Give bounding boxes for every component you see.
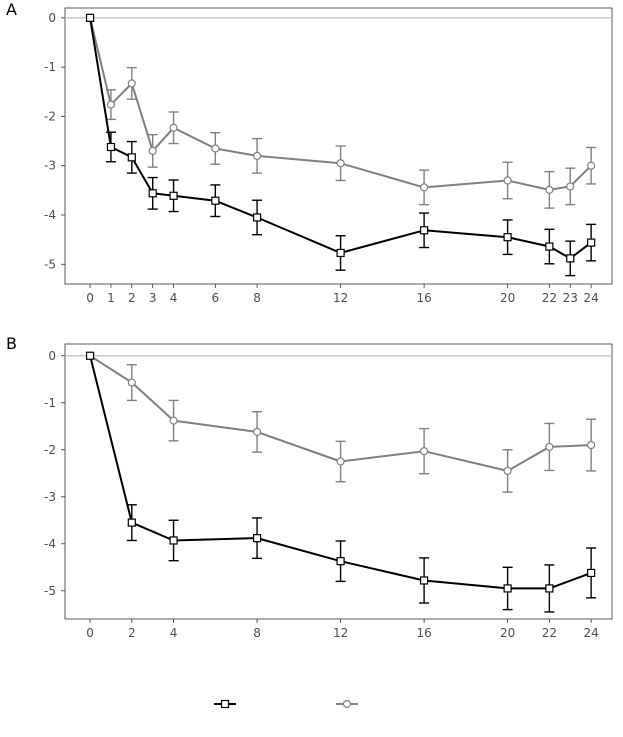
x-tick-label: 16 bbox=[416, 626, 431, 640]
data-point-circle bbox=[545, 442, 554, 452]
y-tick-label: -5 bbox=[44, 584, 56, 598]
data-point-square bbox=[419, 576, 429, 585]
x-tick-label: 8 bbox=[253, 291, 261, 305]
panel-a-frame bbox=[64, 7, 613, 285]
data-point-square bbox=[148, 189, 157, 198]
data-point-circle bbox=[127, 79, 136, 88]
panel-b-label: B bbox=[6, 334, 17, 353]
y-tick-label: -2 bbox=[44, 443, 56, 457]
data-point-square bbox=[566, 254, 575, 263]
panel-a-label: A bbox=[6, 0, 17, 19]
x-tick-label: 6 bbox=[212, 291, 220, 305]
data-point-circle bbox=[587, 161, 596, 170]
data-point-square bbox=[169, 191, 178, 200]
y-tick-label: -3 bbox=[44, 490, 56, 504]
y-tick-label: 0 bbox=[48, 349, 56, 363]
data-point-square bbox=[252, 213, 262, 222]
x-tick-label: 3 bbox=[149, 291, 157, 305]
data-point-circle bbox=[148, 146, 157, 156]
data-point-circle bbox=[503, 466, 512, 476]
y-tick-label: -2 bbox=[44, 109, 56, 123]
panel-a: A 0-1-2-3-4-50 1 2 3 4 6 8 12 16 20 22 23 24 bbox=[6, 0, 613, 305]
x-tick-label: 23 bbox=[563, 291, 578, 305]
data-point-square bbox=[252, 534, 262, 543]
y-tick-label: -4 bbox=[44, 537, 56, 551]
data-point-square bbox=[503, 584, 512, 593]
legend-item-series-2 bbox=[336, 699, 358, 709]
data-point-square bbox=[336, 248, 345, 258]
x-tick-label: 4 bbox=[170, 626, 178, 640]
data-point-square bbox=[169, 536, 178, 545]
data-point-circle bbox=[169, 123, 178, 132]
data-point-square bbox=[419, 226, 429, 235]
data-point-square bbox=[587, 238, 596, 247]
x-tick-label: 24 bbox=[583, 626, 598, 640]
y-tick-label: -1 bbox=[44, 60, 56, 74]
data-point-square bbox=[211, 196, 220, 205]
y-tick-label: -4 bbox=[44, 208, 56, 222]
x-tick-label: 22 bbox=[542, 626, 557, 640]
data-point-circle bbox=[419, 183, 429, 192]
data-point-circle bbox=[587, 440, 596, 450]
data-point-square bbox=[336, 557, 345, 566]
data-point-circle bbox=[503, 176, 512, 185]
y-tick-label: -1 bbox=[44, 396, 56, 410]
data-point-circle bbox=[545, 185, 554, 194]
panel-b-frame bbox=[64, 343, 613, 620]
legend-circle-marker bbox=[342, 699, 352, 709]
data-point-square bbox=[503, 233, 512, 242]
legend-item-series-1 bbox=[214, 699, 236, 709]
x-tick-label: 2 bbox=[128, 291, 136, 305]
x-tick-label: 4 bbox=[170, 291, 178, 305]
data-point-square bbox=[106, 142, 116, 152]
data-point-square bbox=[127, 153, 136, 162]
data-point-square bbox=[545, 584, 554, 593]
data-point-square bbox=[587, 568, 596, 578]
data-point-circle bbox=[419, 447, 429, 456]
data-point-circle bbox=[106, 100, 116, 109]
data-point-circle bbox=[127, 378, 136, 387]
y-tick-label: -3 bbox=[44, 159, 56, 173]
legend bbox=[214, 699, 358, 709]
data-point-circle bbox=[336, 159, 345, 168]
y-tick-label: 0 bbox=[48, 11, 56, 25]
x-tick-label: 0 bbox=[86, 626, 94, 640]
data-point-square bbox=[85, 351, 95, 360]
x-tick-label: 20 bbox=[500, 626, 515, 640]
x-tick-label: 12 bbox=[333, 291, 348, 305]
x-tick-label: 2 bbox=[128, 626, 136, 640]
x-tick-label: 12 bbox=[333, 626, 348, 640]
data-point-circle bbox=[566, 182, 575, 191]
y-tick-label: -5 bbox=[44, 257, 56, 271]
x-tick-label: 20 bbox=[500, 291, 515, 305]
data-point-square bbox=[545, 242, 554, 251]
legend-square-marker bbox=[220, 699, 230, 709]
x-tick-label: 24 bbox=[583, 291, 598, 305]
x-tick-label: 0 bbox=[86, 291, 94, 305]
x-tick-label: 8 bbox=[253, 626, 261, 640]
data-point-circle bbox=[336, 457, 345, 466]
data-point-circle bbox=[252, 427, 262, 437]
x-tick-label: 16 bbox=[416, 291, 431, 305]
data-point-circle bbox=[169, 416, 178, 425]
data-point-circle bbox=[252, 151, 262, 160]
panel-b: B 0-1-2-3-4-50 2 4 8 12 16 20 22 24 bbox=[6, 334, 613, 640]
data-point-square bbox=[85, 13, 95, 22]
data-point-square bbox=[127, 518, 136, 527]
data-point-circle bbox=[211, 144, 220, 153]
x-tick-label: 1 bbox=[107, 291, 115, 305]
x-tick-label: 22 bbox=[542, 291, 557, 305]
